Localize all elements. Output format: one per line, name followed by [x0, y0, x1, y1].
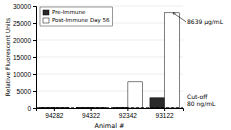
- y-axis-line: [33, 7, 37, 109]
- chart: 0 5000 10000 15000 20000 25000 30000 94282 94322…: [0, 0, 231, 130]
- y-tick-mark: [33, 57, 36, 58]
- y-tick: 30000: [13, 3, 36, 10]
- x-tick-mark: [127, 108, 128, 111]
- bar-series: [54, 13, 179, 108]
- y-tick: 5000: [17, 88, 36, 95]
- annotation-arrow: [173, 13, 186, 22]
- y-axis: 0 5000 10000 15000 20000 25000 30000: [13, 3, 37, 112]
- grid-line: [36, 6, 183, 7]
- grid-line: [36, 74, 183, 75]
- y-tick-label: 15000: [13, 54, 31, 61]
- legend-frame: [40, 7, 113, 26]
- y-tick: 0: [27, 105, 36, 112]
- y-tick-mark: [33, 91, 36, 92]
- legend-label: Pre-Immune: [52, 9, 86, 15]
- cutoff-label-line: 80 ng/mL: [187, 100, 216, 108]
- legend: Pre-Immune Post-Immune Day 56: [40, 7, 113, 26]
- x-tick: 93122: [156, 108, 174, 119]
- x-tick-label: 94322: [82, 112, 100, 119]
- bar: [128, 82, 143, 108]
- grid-line: [36, 40, 183, 41]
- plot: 0 5000 10000 15000 20000 25000 30000 94282 94322…: [13, 3, 224, 119]
- y-tick-label: 5000: [17, 88, 32, 95]
- x-tick-label: 94282: [45, 112, 63, 119]
- grid: [36, 6, 183, 108]
- bars: [36, 13, 183, 108]
- x-tick-mark: [54, 108, 55, 111]
- y-tick-mark: [33, 108, 36, 109]
- y-tick: 15000: [13, 54, 36, 61]
- y-tick-mark: [33, 23, 36, 24]
- y-tick-label: 20000: [13, 37, 31, 44]
- y-tick-mark: [33, 6, 36, 7]
- y-tick-label: 25000: [13, 20, 31, 27]
- annotation-text: 8639 μg/mL: [187, 18, 224, 26]
- x-tick-label: 93122: [156, 112, 174, 119]
- y-tick-mark: [33, 40, 36, 41]
- grid-line: [36, 57, 183, 58]
- y-tick-mark: [33, 74, 36, 75]
- y-tick: 20000: [13, 37, 36, 44]
- y-axis-title: Relative Fluorescent Units: [4, 18, 11, 96]
- bar: [113, 107, 128, 108]
- cutoff-label-line: Cut-off: [187, 93, 208, 100]
- bar: [165, 13, 180, 108]
- y-tick: 25000: [13, 20, 36, 27]
- legend-swatch: [43, 18, 49, 23]
- y-tick-label: 0: [27, 105, 31, 112]
- grid-line: [36, 91, 183, 92]
- x-tick-mark: [91, 108, 92, 111]
- legend-swatch: [43, 10, 49, 15]
- bar: [150, 98, 165, 108]
- y-tick: 10000: [13, 71, 36, 78]
- x-tick: 92342: [119, 108, 137, 119]
- annotations: Cut-off80 ng/mL 8639 μg/mL: [173, 13, 224, 108]
- x-tick-mark: [164, 108, 165, 111]
- y-tick-label: 10000: [13, 71, 31, 78]
- y-tick-label: 30000: [13, 3, 31, 10]
- cutoff-line: [36, 107, 183, 108]
- x-axis: 94282 94322 92342 93122: [37, 108, 184, 119]
- bar-series: [40, 98, 165, 108]
- x-tick-label: 92342: [119, 112, 137, 119]
- x-tick: 94322: [82, 108, 100, 119]
- x-axis-title: Animal #: [94, 122, 124, 130]
- legend-item: Post-Immune Day 56: [43, 17, 110, 24]
- cutoff-label: Cut-off80 ng/mL: [187, 93, 216, 108]
- x-tick: 94282: [45, 108, 63, 119]
- legend-item: Pre-Immune: [43, 9, 86, 15]
- legend-label: Post-Immune Day 56: [52, 17, 110, 24]
